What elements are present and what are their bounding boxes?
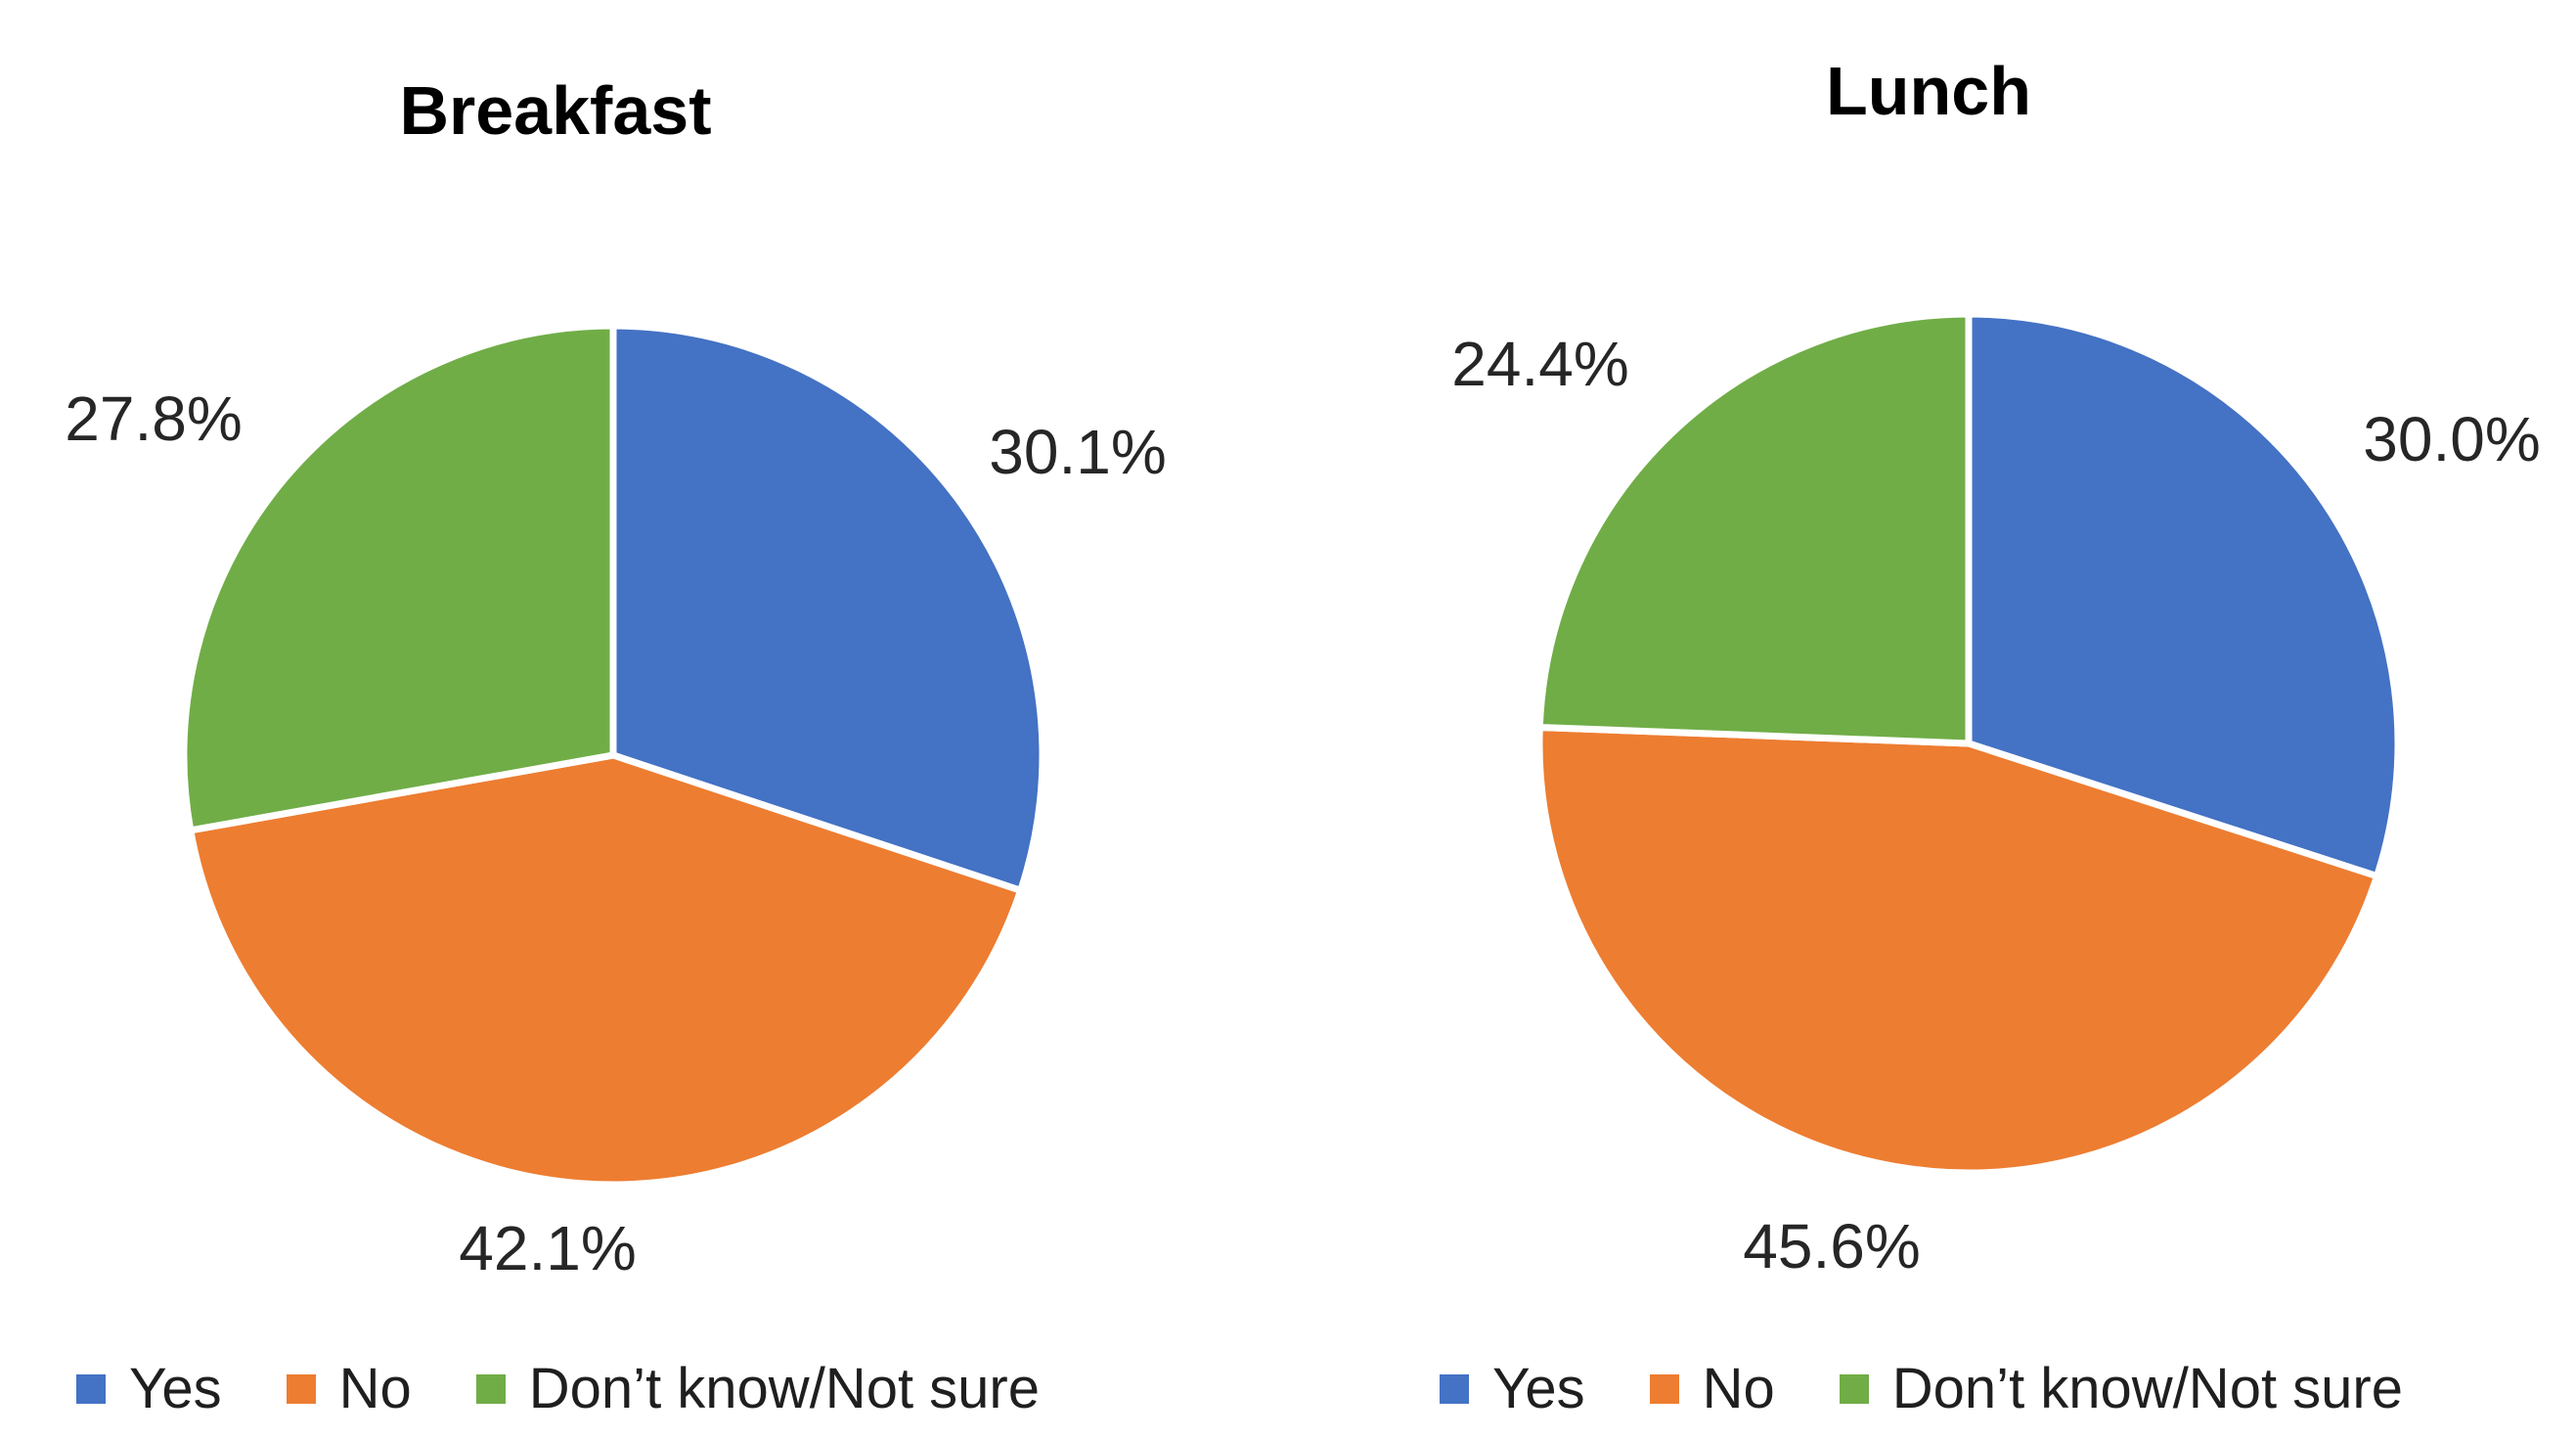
legend-item-dont-know: Don’t know/Not sure — [1839, 1357, 2404, 1420]
legend-label-yes: Yes — [1492, 1357, 1585, 1420]
pie-slice-yes — [609, 322, 1046, 894]
legend-item-dont-know: Don’t know/Not sure — [475, 1357, 1041, 1420]
legend-swatch-no-icon — [286, 1374, 316, 1404]
pie-slice-don-t-know-not-sure — [1535, 310, 1973, 747]
lunch-chart-panel: Lunch 30.0% 45.6% 24.4% Yes No Don’t kno… — [1288, 0, 2576, 1438]
data-label-lunch-dont-know: 24.4% — [1451, 329, 1629, 399]
legend-item-yes: Yes — [76, 1361, 222, 1417]
lunch-pie-chart — [1535, 310, 2402, 1177]
legend-item-no: No — [286, 1357, 412, 1420]
legend-label-yes: Yes — [129, 1357, 222, 1420]
legend-swatch-dont-know-icon — [475, 1374, 506, 1404]
data-label-lunch-yes: 30.0% — [2363, 404, 2541, 474]
pie-slice-no — [1535, 723, 2381, 1177]
legend-swatch-yes-icon — [76, 1374, 106, 1404]
data-label-breakfast-dont-know: 27.8% — [65, 383, 243, 454]
legend-label-dont-know: Don’t know/Not sure — [1891, 1357, 2404, 1420]
legend-label-dont-know: Don’t know/Not sure — [528, 1357, 1041, 1420]
pie-slice-don-t-know-not-sure — [180, 322, 617, 834]
breakfast-chart-panel: Breakfast 30.1% 42.1% 27.8% Yes No Don’t… — [65, 72, 1167, 1420]
data-label-breakfast-yes: 30.1% — [989, 417, 1167, 487]
legend-item-no: No — [1649, 1357, 1775, 1420]
legend-swatch-yes-icon — [1440, 1374, 1469, 1404]
data-label-lunch-no: 45.6% — [1743, 1211, 1921, 1281]
legend-label-no: No — [338, 1357, 412, 1420]
chart-title-breakfast: Breakfast — [399, 72, 712, 149]
legend-breakfast: Yes No Don’t know/Not sure — [76, 1358, 1040, 1420]
legend-swatch-no-icon — [1649, 1374, 1679, 1404]
legend-swatch-dont-know-icon — [1839, 1374, 1869, 1404]
data-label-breakfast-no: 42.1% — [459, 1213, 637, 1283]
pie-slice-no — [187, 751, 1025, 1189]
breakfast-pie-chart — [180, 322, 1046, 1189]
legend-label-no: No — [1702, 1357, 1775, 1420]
legend-item-yes: Yes — [1440, 1361, 1585, 1417]
legend-lunch: Yes No Don’t know/Not sure — [1440, 1358, 2403, 1420]
pie-slice-yes — [1965, 310, 2402, 880]
chart-title-lunch: Lunch — [1826, 53, 2031, 129]
